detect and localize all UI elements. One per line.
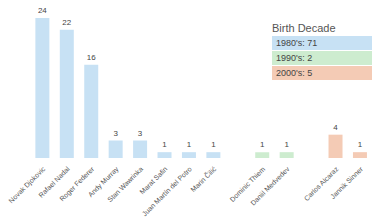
svg-text:1: 1 <box>260 140 265 149</box>
svg-text:Stan Wawrinka: Stan Wawrinka <box>106 165 144 203</box>
svg-text:Rafael Nadal: Rafael Nadal <box>37 165 71 199</box>
svg-text:Daniil Medvedev: Daniil Medvedev <box>249 165 291 207</box>
svg-text:4: 4 <box>333 123 338 132</box>
svg-text:Marat Safin: Marat Safin <box>138 165 169 196</box>
svg-text:Juan Martín del Potro: Juan Martín del Potro <box>141 165 193 217</box>
svg-text:1: 1 <box>187 140 192 149</box>
svg-text:1: 1 <box>358 140 363 149</box>
svg-text:Dominic Thiem: Dominic Thiem <box>228 165 267 204</box>
html-text:Birth Decade: Birth Decade <box>272 22 336 34</box>
svg-text:Andy Murray: Andy Murray <box>86 165 120 199</box>
svg-text:22: 22 <box>62 18 71 27</box>
svg-text:24: 24 <box>38 6 47 15</box>
svg-text:3: 3 <box>113 129 118 138</box>
svg-text:Roger Federer: Roger Federer <box>58 165 96 203</box>
svg-text:Jannik Sinner: Jannik Sinner <box>329 165 364 200</box>
svg-text:3: 3 <box>138 129 143 138</box>
html-text:1990's: 2: 1990's: 2 <box>276 53 313 63</box>
svg-text:1: 1 <box>211 140 216 149</box>
svg-text:Marin Čilić: Marin Čilić <box>189 164 218 193</box>
svg-text:1: 1 <box>162 140 167 149</box>
svg-text:16: 16 <box>87 53 96 62</box>
svg-text:Carlos Alcaraz: Carlos Alcaraz <box>302 165 340 203</box>
html-text:1980's: 71: 1980's: 71 <box>276 38 318 48</box>
svg-text:1: 1 <box>284 140 289 149</box>
html-text:2000's: 5: 2000's: 5 <box>276 68 313 78</box>
